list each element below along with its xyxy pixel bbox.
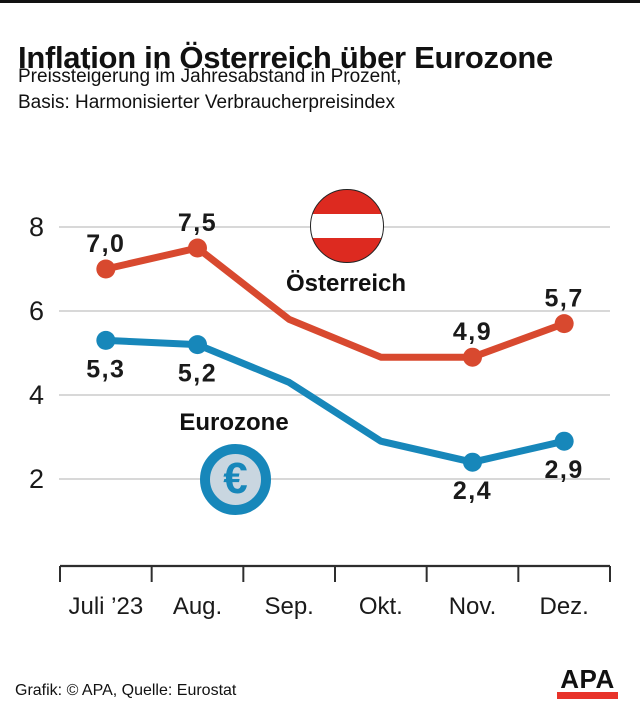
y-tick-label: 6 <box>29 296 44 326</box>
y-tick-label: 2 <box>29 464 44 494</box>
series-line-eurozone <box>102 336 568 466</box>
x-tick-label: Nov. <box>449 593 497 620</box>
data-point-eurozone <box>96 330 116 350</box>
apa-logo-red-bar <box>557 692 618 699</box>
apa-logo-text: APA <box>560 664 615 694</box>
page-title: Inflation in Österreich über Eurozone <box>18 39 553 75</box>
top-border-rule <box>0 0 640 3</box>
x-tick-label: Aug. <box>173 593 222 620</box>
data-point-label-eurozone: 5,2 <box>178 360 217 388</box>
data-point-label-austria: 4,9 <box>453 318 492 346</box>
series-label-eurozone: Eurozone <box>179 409 289 436</box>
data-point-eurozone <box>188 335 207 355</box>
data-point-label-austria: 7,0 <box>86 230 125 258</box>
subtitle-line-2: Basis: Harmonisierter Verbraucherpreisin… <box>18 92 395 113</box>
data-point-label-eurozone: 5,3 <box>86 355 125 383</box>
data-point-label-eurozone: 2,9 <box>545 456 584 484</box>
y-tick-label: 4 <box>29 380 44 410</box>
series-line-austria <box>102 244 568 361</box>
subtitle-line-1: Preissteigerung im Jahresabstand in Proz… <box>18 66 402 87</box>
data-point-label-austria: 7,5 <box>178 209 217 237</box>
x-tick-label: Okt. <box>359 593 403 620</box>
data-point-label-eurozone: 2,4 <box>453 477 492 505</box>
data-point-eurozone <box>554 431 574 451</box>
series-label-austria: Österreich <box>285 270 407 297</box>
x-tick-label: Sep. <box>264 593 313 620</box>
footer-credit: Grafik: © APA, Quelle: Eurostat <box>15 682 237 699</box>
data-point-label-austria: 5,7 <box>545 285 584 313</box>
data-point-eurozone <box>463 452 482 472</box>
data-point-austria <box>188 238 207 258</box>
euro-coin-icon: € <box>200 444 271 515</box>
data-point-austria <box>463 347 482 367</box>
data-point-austria <box>96 259 116 279</box>
y-tick-label: 8 <box>29 212 44 242</box>
austria-flag-icon <box>310 189 384 263</box>
data-point-austria <box>554 314 574 334</box>
x-tick-label: Dez. <box>539 593 588 620</box>
x-tick-label: Juli ’23 <box>68 593 143 620</box>
page-subtitle: Preissteigerung im Jahresabstand in Proz… <box>18 64 401 116</box>
euro-symbol: € <box>223 453 248 503</box>
apa-logo: APA <box>557 664 618 699</box>
